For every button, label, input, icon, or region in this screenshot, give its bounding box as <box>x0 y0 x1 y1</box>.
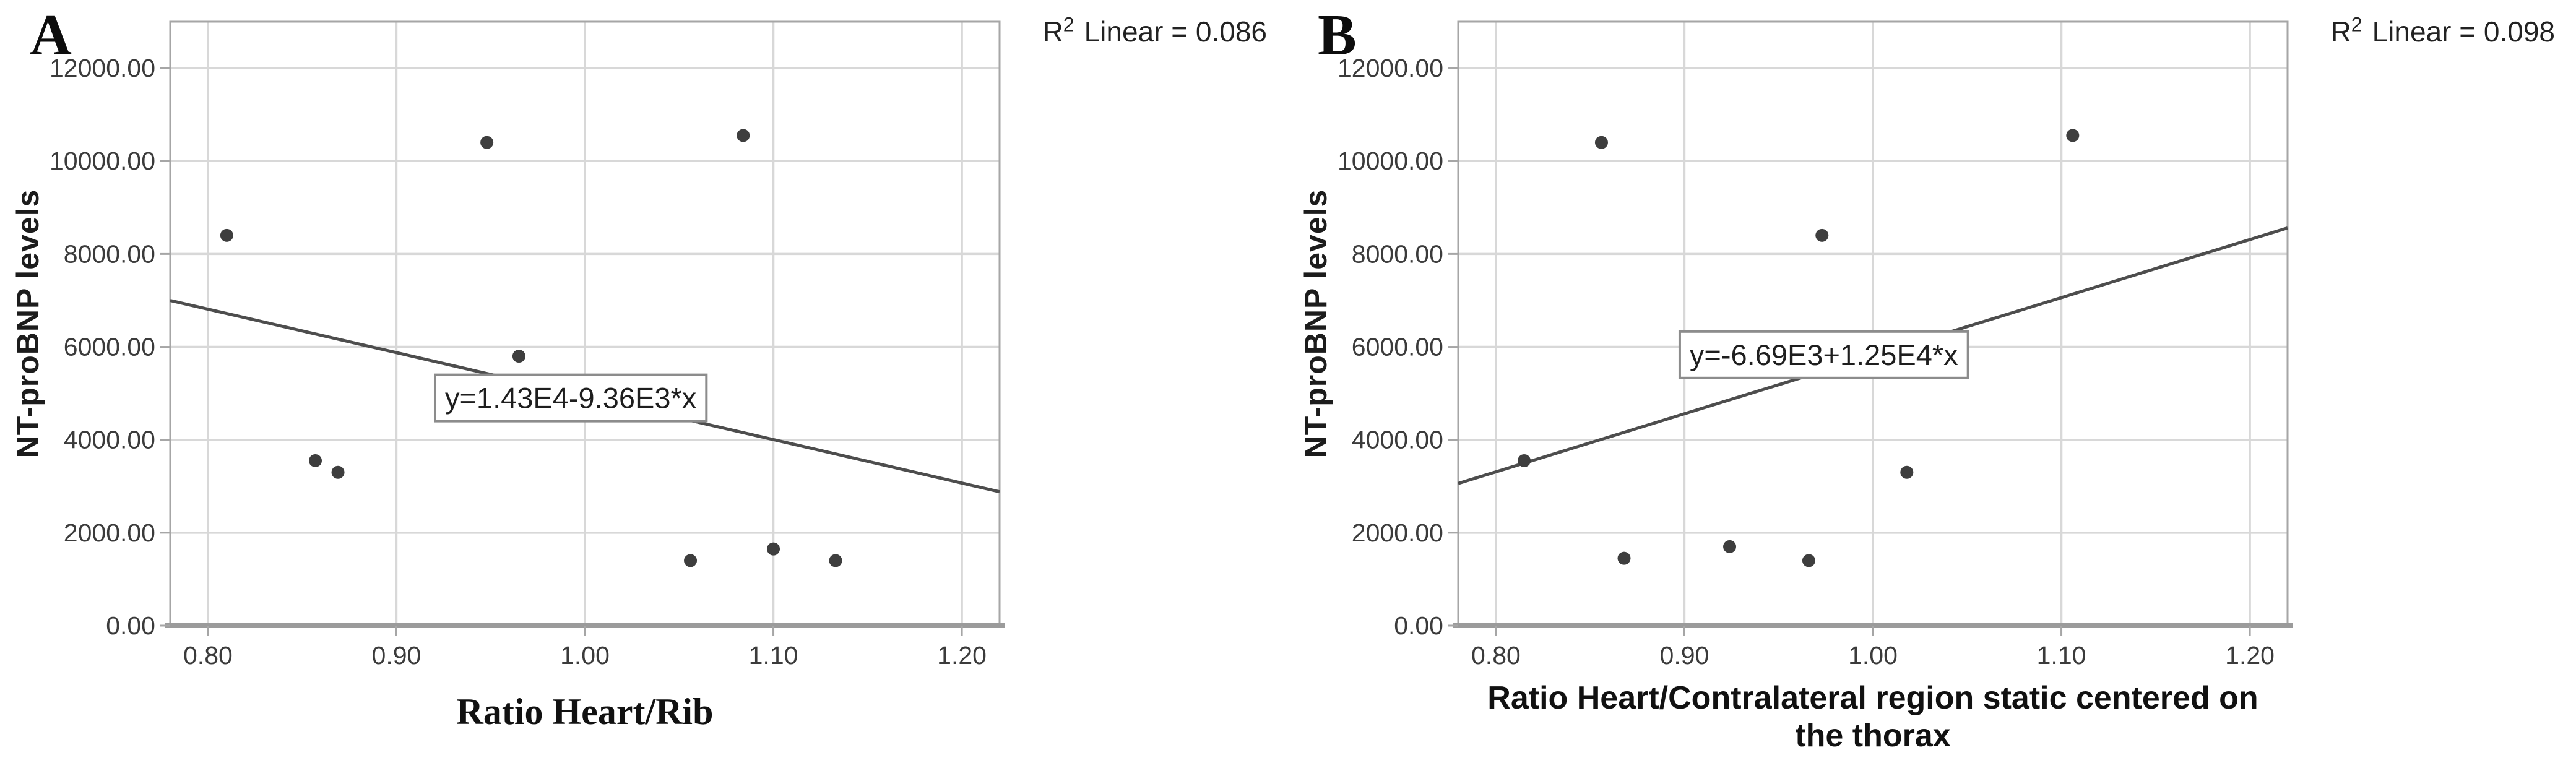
data-point <box>1815 228 1829 242</box>
equation-box <box>1678 330 1969 379</box>
r2-label-b: R2 Linear = 0.098 <box>2331 15 2555 48</box>
data-point <box>1617 551 1631 565</box>
panel-a: 0.80 0.90 1.00 1.10 1.20 0.00 2000.00 4000.00 60… <box>11 3 1267 732</box>
equation-text: y=-6.69E3+1.25E4*x <box>1690 338 1958 371</box>
y-tick-label: 10000.00 <box>1338 147 1443 175</box>
panel-b-letter: B <box>1318 3 1357 67</box>
x-tick-label: 0.80 <box>183 641 233 670</box>
data-point <box>767 542 780 556</box>
y-tick-label: 10000.00 <box>50 147 155 175</box>
r2-value: Linear = 0.086 <box>1084 15 1267 48</box>
equation-box <box>433 373 708 423</box>
data-point <box>220 228 233 242</box>
r2-base: R <box>1042 15 1063 48</box>
y-tick-label: 4000.00 <box>1352 426 1443 454</box>
equation-text: y=1.43E4-9.36E3*x <box>445 382 696 415</box>
data-point <box>331 465 345 479</box>
x-tick-label: 1.10 <box>2037 641 2086 670</box>
y-tick-label: 2000.00 <box>64 519 155 547</box>
data-point <box>2066 129 2080 142</box>
data-point <box>829 554 842 567</box>
y-axis-title-b: NT-proBNP levels <box>1299 189 1333 459</box>
plot-area-a: 0.80 0.90 1.00 1.10 1.20 0.00 2000.00 4000.00 60… <box>50 20 1005 670</box>
r2-base: R <box>2330 15 2351 48</box>
panel-a-letter: A <box>30 3 72 67</box>
y-tick-label: 0.00 <box>106 611 155 640</box>
data-point <box>1900 465 1914 479</box>
x-tick-label: 1.20 <box>2225 641 2275 670</box>
data-point <box>1802 554 1815 567</box>
y-tick-label: 12000.00 <box>1338 54 1443 82</box>
plot-area-b: 0.80 0.90 1.00 1.10 1.20 0.00 2000.00 4000.00 60… <box>1338 20 2293 670</box>
y-tick-label: 6000.00 <box>64 333 155 361</box>
r2-label-a: R2 Linear = 0.086 <box>1043 15 1267 48</box>
r2-superscript: 2 <box>2351 13 2362 36</box>
data-point <box>480 136 494 149</box>
data-point <box>1594 136 1608 149</box>
x-tick-label: 1.10 <box>749 641 798 670</box>
x-tick-label: 1.00 <box>560 641 610 670</box>
data-point <box>1518 454 1531 467</box>
data-point <box>512 350 525 363</box>
y-tick-label: 4000.00 <box>64 426 155 454</box>
x-tick-label: 0.80 <box>1471 641 1521 670</box>
r2-value: Linear = 0.098 <box>2372 15 2555 48</box>
x-tick-label: 0.90 <box>1660 641 1709 670</box>
y-tick-label: 6000.00 <box>1352 333 1443 361</box>
x-tick-label: 1.20 <box>937 641 987 670</box>
x-tick-label: 1.00 <box>1848 641 1898 670</box>
y-tick-label: 2000.00 <box>1352 519 1443 547</box>
data-point <box>684 554 698 567</box>
x-tick-label: 0.90 <box>372 641 421 670</box>
x-axis-title-a: Ratio Heart/Rib <box>456 691 714 732</box>
panel-b: 0.80 0.90 1.00 1.10 1.20 0.00 2000.00 4000.00 60… <box>1288 0 2576 763</box>
data-point <box>309 454 322 467</box>
y-tick-label: 12000.00 <box>50 54 155 82</box>
r2-superscript: 2 <box>1063 13 1074 36</box>
y-tick-label: 8000.00 <box>1352 239 1443 268</box>
data-point <box>737 129 750 142</box>
data-point <box>1723 540 1737 553</box>
x-axis-title-b: Ratio Heart/Contralateral region static … <box>1487 680 2258 754</box>
y-tick-label: 0.00 <box>1394 611 1443 640</box>
y-tick-label: 8000.00 <box>64 239 155 268</box>
y-axis-title-a: NT-proBNP levels <box>11 189 45 459</box>
